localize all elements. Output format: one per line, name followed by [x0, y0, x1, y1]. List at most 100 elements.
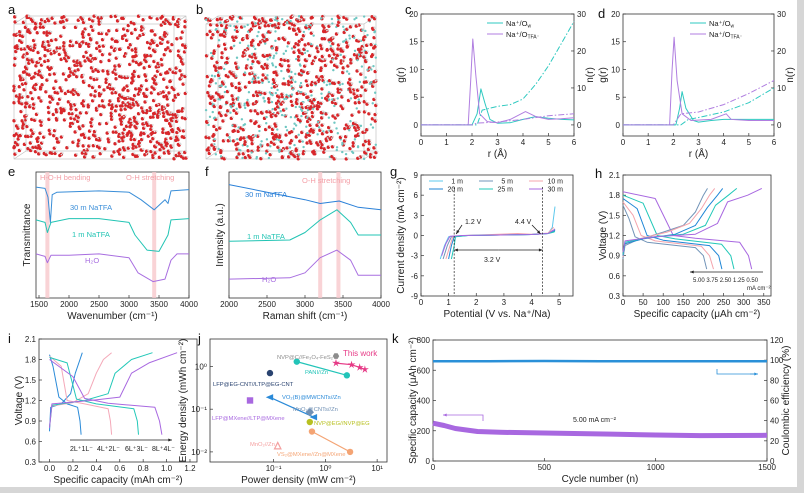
x-tick-label: 1.2	[184, 464, 196, 473]
panel-label-b: b	[196, 2, 203, 17]
water-hydrogen	[226, 73, 229, 76]
annotation-label: 5.00 mA cm⁻²	[573, 417, 617, 424]
tfa-molecule	[335, 148, 339, 152]
water-hydrogen	[100, 151, 103, 154]
water-hydrogen	[366, 79, 369, 82]
water-hydrogen	[83, 143, 86, 146]
water-hydrogen	[132, 132, 135, 135]
water-hydrogen	[116, 14, 118, 17]
water-hydrogen	[302, 15, 304, 17]
legend-subscript: w	[527, 24, 531, 30]
x-tick-label: 1500	[30, 300, 48, 309]
water-hydrogen	[54, 146, 57, 149]
water-hydrogen	[256, 16, 258, 19]
h-series-1-25-8	[622, 188, 738, 255]
y-tick-label: -6	[411, 272, 419, 281]
water-hydrogen	[168, 70, 171, 73]
water-hydrogen	[143, 116, 145, 119]
water-hydrogen	[371, 155, 373, 157]
water-hydrogen	[49, 128, 52, 131]
water-hydrogen	[277, 73, 280, 75]
water-hydrogen	[349, 80, 351, 83]
water-hydrogen	[214, 124, 217, 127]
water-hydrogen	[306, 105, 309, 108]
point-label: LFP@MXene//LTP@MXene	[212, 416, 285, 422]
tfa-molecule	[246, 98, 249, 102]
y-tick-label: 800	[417, 336, 431, 345]
water-hydrogen	[61, 34, 64, 37]
water-hydrogen	[216, 68, 219, 71]
water-hydrogen	[375, 155, 377, 158]
tfa-molecule	[336, 97, 339, 100]
tfa-molecule	[212, 117, 216, 120]
tfa-molecule	[261, 81, 264, 84]
tfa-molecule	[356, 58, 359, 62]
water-hydrogen	[16, 33, 19, 36]
water-hydrogen	[333, 41, 336, 44]
water-hydrogen	[130, 42, 133, 45]
water-hydrogen	[267, 37, 270, 40]
water-hydrogen	[33, 59, 36, 62]
water-hydrogen	[19, 99, 22, 102]
water-hydrogen	[323, 131, 325, 134]
d-series-n-2	[623, 87, 775, 126]
x-tick-label: 2000	[60, 300, 78, 309]
water-hydrogen	[98, 144, 100, 147]
water-hydrogen	[272, 140, 274, 143]
tfa-molecule	[269, 93, 273, 96]
water-hydrogen	[333, 144, 335, 147]
water-hydrogen	[321, 101, 324, 104]
water-hydrogen	[130, 117, 133, 120]
water-hydrogen	[208, 17, 211, 20]
water-hydrogen	[87, 148, 90, 150]
tfa-molecule	[290, 47, 294, 50]
x-axis-label: Cycle number (n)	[562, 474, 639, 485]
water-hydrogen	[152, 85, 155, 88]
annotation-label: 6L⁺3L⁻	[125, 446, 148, 453]
water-hydrogen	[76, 153, 79, 156]
y2-tick-label: 10	[777, 84, 786, 93]
water-hydrogen	[208, 90, 211, 93]
water-hydrogen	[317, 46, 320, 48]
water-hydrogen	[78, 67, 81, 70]
water-hydrogen	[29, 27, 31, 30]
water-hydrogen	[301, 84, 304, 87]
water-hydrogen	[172, 118, 175, 121]
water-hydrogen	[42, 75, 45, 78]
water-hydrogen	[295, 44, 297, 47]
j-series-MnO-CNTs-Zn-5-point	[305, 408, 315, 417]
water-hydrogen	[26, 104, 28, 107]
water-hydrogen	[97, 40, 100, 43]
water-hydrogen	[134, 103, 137, 105]
water-hydrogen	[313, 114, 315, 117]
water-hydrogen	[314, 59, 316, 61]
water-hydrogen	[100, 91, 102, 94]
water-hydrogen	[221, 113, 224, 116]
water-hydrogen	[142, 24, 145, 27]
water-hydrogen	[358, 133, 361, 136]
water-hydrogen	[72, 111, 75, 114]
water-hydrogen	[360, 53, 363, 56]
y-tick-label: 20	[611, 10, 620, 19]
water-hydrogen	[253, 59, 256, 62]
tfa-molecule	[217, 97, 220, 101]
water-hydrogen	[272, 18, 274, 20]
water-hydrogen	[116, 76, 119, 79]
water-hydrogen	[346, 157, 349, 159]
water-hydrogen	[119, 98, 122, 101]
water-hydrogen	[24, 20, 26, 23]
k-series-Specific-capacity-0	[432, 420, 768, 439]
water-hydrogen	[82, 17, 85, 19]
x-tick-label: 1500	[758, 463, 776, 472]
water-hydrogen	[365, 109, 367, 112]
water-hydrogen	[297, 32, 299, 35]
tfa-molecule	[335, 127, 338, 130]
e-series-30-m-NaTFA-0	[35, 186, 190, 223]
water-hydrogen	[179, 17, 182, 20]
water-hydrogen	[310, 123, 313, 126]
ce-axis-arrow	[716, 369, 756, 375]
water-hydrogen	[133, 59, 136, 61]
water-hydrogen	[115, 64, 118, 67]
tfa-molecule	[259, 93, 262, 97]
e-series-H-O-2	[35, 253, 189, 283]
